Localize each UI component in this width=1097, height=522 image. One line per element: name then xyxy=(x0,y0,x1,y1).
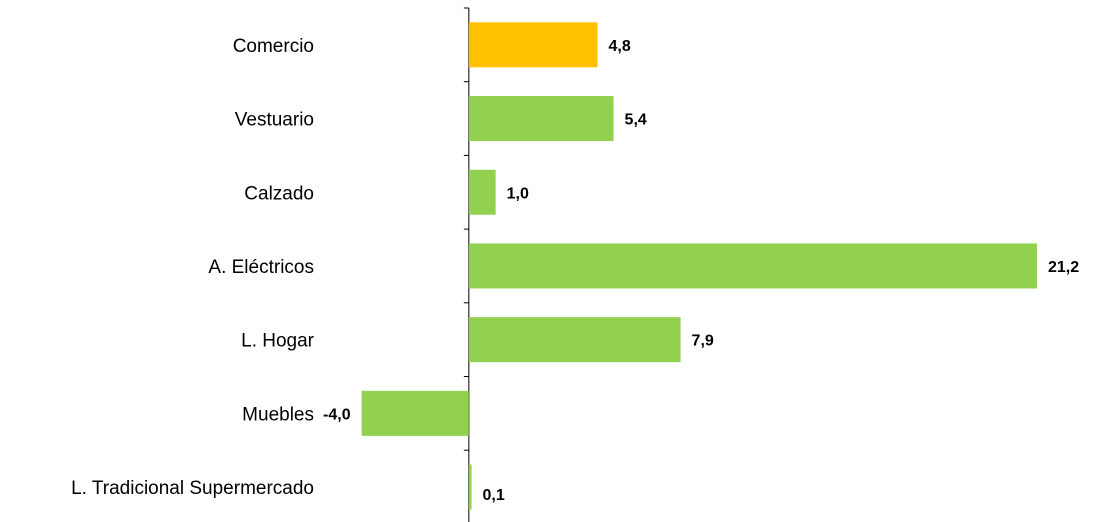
category-label: A. Eléctricos xyxy=(208,257,314,278)
value-label: 1,0 xyxy=(507,185,529,202)
category-label: Calzado xyxy=(244,183,314,204)
value-label: 21,2 xyxy=(1048,259,1079,276)
category-axis-ticks xyxy=(463,7,469,451)
value-label: 7,9 xyxy=(692,333,714,350)
bar-muebles xyxy=(361,390,469,436)
bar-l-tradicional-supermercado xyxy=(468,464,472,510)
value-labels: 4,8 5,4 1,0 21,2 7,9 -4,0 0,1 xyxy=(323,38,1079,504)
category-label: Muebles xyxy=(242,404,314,425)
bar-calzado xyxy=(468,169,496,215)
bars xyxy=(361,22,1038,510)
category-labels: Comercio Vestuario Calzado A. Eléctricos L. … xyxy=(71,36,315,499)
category-label: L. Hogar xyxy=(241,331,315,352)
bar-comercio xyxy=(468,22,598,68)
value-label: 5,4 xyxy=(625,112,647,129)
category-label: L. Tradicional Supermercado xyxy=(71,478,314,499)
bar-vestuario xyxy=(468,96,614,142)
value-label: 4,8 xyxy=(608,38,630,55)
value-label: 0,1 xyxy=(483,487,505,504)
category-label: Vestuario xyxy=(235,110,314,131)
bar-l-hogar xyxy=(468,317,681,363)
bar-a-eléctricos xyxy=(468,243,1038,289)
category-label: Comercio xyxy=(233,36,314,57)
value-label: -4,0 xyxy=(323,406,351,423)
